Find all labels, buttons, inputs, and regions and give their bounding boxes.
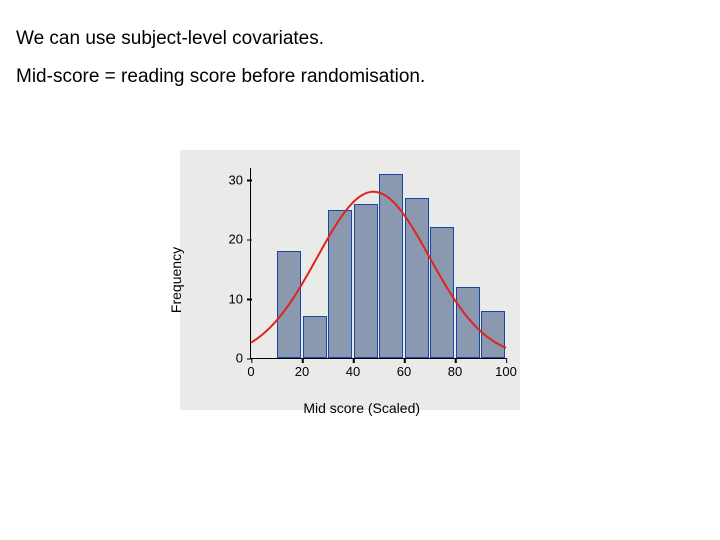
x-tick: 20	[295, 358, 309, 379]
y-tick: 10	[229, 291, 251, 306]
x-tick: 80	[448, 358, 462, 379]
body-text-1: We can use subject-level covariates.	[16, 28, 324, 51]
y-tick: 30	[229, 172, 251, 187]
normal-curve	[251, 168, 506, 358]
normal-curve-path	[251, 192, 506, 348]
x-tick: 100	[495, 358, 517, 379]
x-axis-label: Mid score (Scaled)	[303, 400, 420, 416]
y-axis-label: Frequency	[168, 247, 184, 313]
plot-area: 0102030020406080100	[250, 168, 506, 359]
x-tick: 40	[346, 358, 360, 379]
slide: We can use subject-level covariates. Mid…	[0, 0, 720, 540]
y-tick: 20	[229, 232, 251, 247]
x-tick: 60	[397, 358, 411, 379]
body-text-2: Mid-score = reading score before randomi…	[16, 66, 425, 89]
histogram-chart: Frequency Mid score (Scaled) 01020300204…	[180, 150, 520, 410]
x-tick: 0	[247, 358, 254, 379]
